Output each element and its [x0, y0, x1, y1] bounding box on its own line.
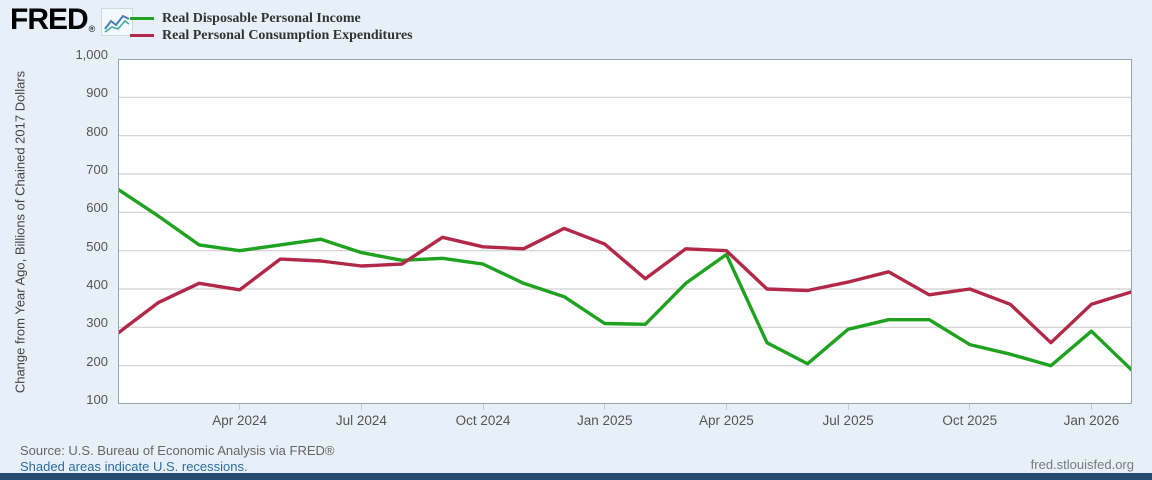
- y-tick-label: 700: [86, 162, 108, 177]
- chart-legend: Real Disposable Personal Income Real Pers…: [130, 10, 413, 44]
- x-tick-mark: [969, 404, 971, 410]
- x-tick-mark: [239, 404, 241, 410]
- x-tick-mark: [725, 404, 727, 410]
- legend-item: Real Disposable Personal Income: [130, 10, 413, 27]
- site-url-text: fred.stlouisfed.org: [1030, 457, 1134, 472]
- fred-logo: FRED ®: [10, 3, 134, 36]
- x-tick-label: Apr 2024: [212, 413, 268, 428]
- sparkline-icon: [101, 8, 134, 36]
- series-line: [118, 187, 1132, 372]
- legend-item: Real Personal Consumption Expenditures: [130, 27, 413, 44]
- recessions-link[interactable]: Shaded areas indicate U.S. recessions.: [20, 459, 248, 474]
- y-tick-label: 800: [86, 123, 108, 139]
- y-tick-label: 100: [86, 392, 108, 407]
- legend-label: Real Personal Consumption Expenditures: [162, 27, 413, 43]
- x-tick-mark: [1090, 404, 1092, 410]
- x-tick-mark: [604, 404, 606, 410]
- legend-swatch: [130, 17, 154, 20]
- y-tick-label: 900: [86, 85, 108, 101]
- y-tick-label: 300: [86, 315, 108, 331]
- x-tick-label: Jan 2026: [1063, 413, 1120, 428]
- plot-area: [118, 59, 1132, 404]
- legend-swatch: [130, 34, 154, 37]
- series-line: [118, 226, 1132, 345]
- x-tick-mark: [482, 404, 484, 410]
- x-tick-label: Oct 2024: [455, 413, 511, 428]
- x-tick-label: Apr 2025: [698, 413, 754, 428]
- y-tick-label: 200: [86, 353, 108, 369]
- y-tick-label: 600: [86, 200, 108, 216]
- y-tick-label: 400: [86, 277, 108, 292]
- plot-border: [118, 59, 1132, 404]
- x-tick-mark: [847, 404, 849, 410]
- x-tick-label: Jul 2025: [822, 413, 874, 428]
- legend-label: Real Disposable Personal Income: [162, 10, 361, 26]
- x-tick-label: Oct 2025: [942, 413, 998, 428]
- registered-trademark: ®: [88, 24, 96, 34]
- x-tick-mark: [360, 404, 362, 410]
- fred-logo-text: FRED: [10, 3, 89, 36]
- x-tick-label: Jul 2024: [335, 413, 387, 428]
- y-tick-label: 500: [86, 238, 108, 254]
- x-tick-label: Jan 2025: [576, 413, 633, 428]
- y-tick-label: 1,000: [75, 47, 108, 62]
- line-chart-svg: [118, 59, 1132, 404]
- bottom-accent-bar: [0, 473, 1152, 480]
- source-text: Source: U.S. Bureau of Economic Analysis…: [20, 443, 335, 458]
